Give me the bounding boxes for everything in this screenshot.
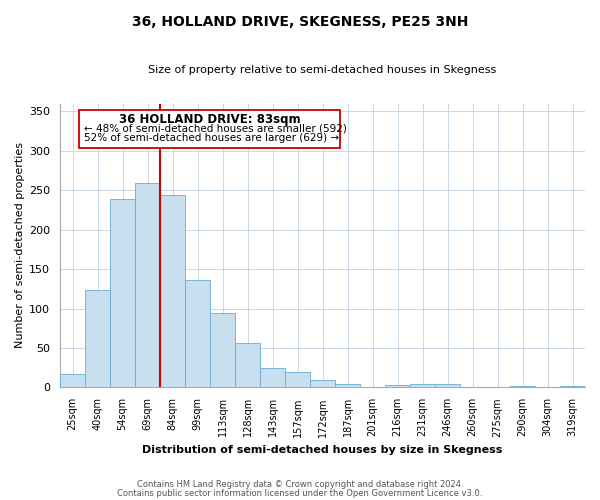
Bar xyxy=(160,195,185,388)
Text: 36, HOLLAND DRIVE, SKEGNESS, PE25 3NH: 36, HOLLAND DRIVE, SKEGNESS, PE25 3NH xyxy=(132,15,468,29)
Bar xyxy=(110,199,135,388)
Bar xyxy=(560,386,585,388)
Bar xyxy=(135,183,160,388)
Bar xyxy=(510,386,535,388)
Bar xyxy=(185,280,210,388)
Bar xyxy=(235,344,260,388)
Bar xyxy=(210,314,235,388)
X-axis label: Distribution of semi-detached houses by size in Skegness: Distribution of semi-detached houses by … xyxy=(142,445,503,455)
Title: Size of property relative to semi-detached houses in Skegness: Size of property relative to semi-detach… xyxy=(148,65,497,75)
Bar xyxy=(335,384,360,388)
Text: 36 HOLLAND DRIVE: 83sqm: 36 HOLLAND DRIVE: 83sqm xyxy=(119,113,300,126)
Bar xyxy=(260,368,285,388)
Text: 52% of semi-detached houses are larger (629) →: 52% of semi-detached houses are larger (… xyxy=(84,132,339,142)
Text: Contains HM Land Registry data © Crown copyright and database right 2024.: Contains HM Land Registry data © Crown c… xyxy=(137,480,463,489)
Bar xyxy=(79,110,340,148)
Bar xyxy=(285,372,310,388)
Bar xyxy=(60,374,85,388)
Bar xyxy=(410,384,435,388)
Bar xyxy=(435,384,460,388)
Text: Contains public sector information licensed under the Open Government Licence v3: Contains public sector information licen… xyxy=(118,488,482,498)
Y-axis label: Number of semi-detached properties: Number of semi-detached properties xyxy=(15,142,25,348)
Text: ← 48% of semi-detached houses are smaller (592): ← 48% of semi-detached houses are smalle… xyxy=(84,124,347,134)
Bar xyxy=(85,290,110,388)
Bar xyxy=(310,380,335,388)
Bar xyxy=(385,385,410,388)
